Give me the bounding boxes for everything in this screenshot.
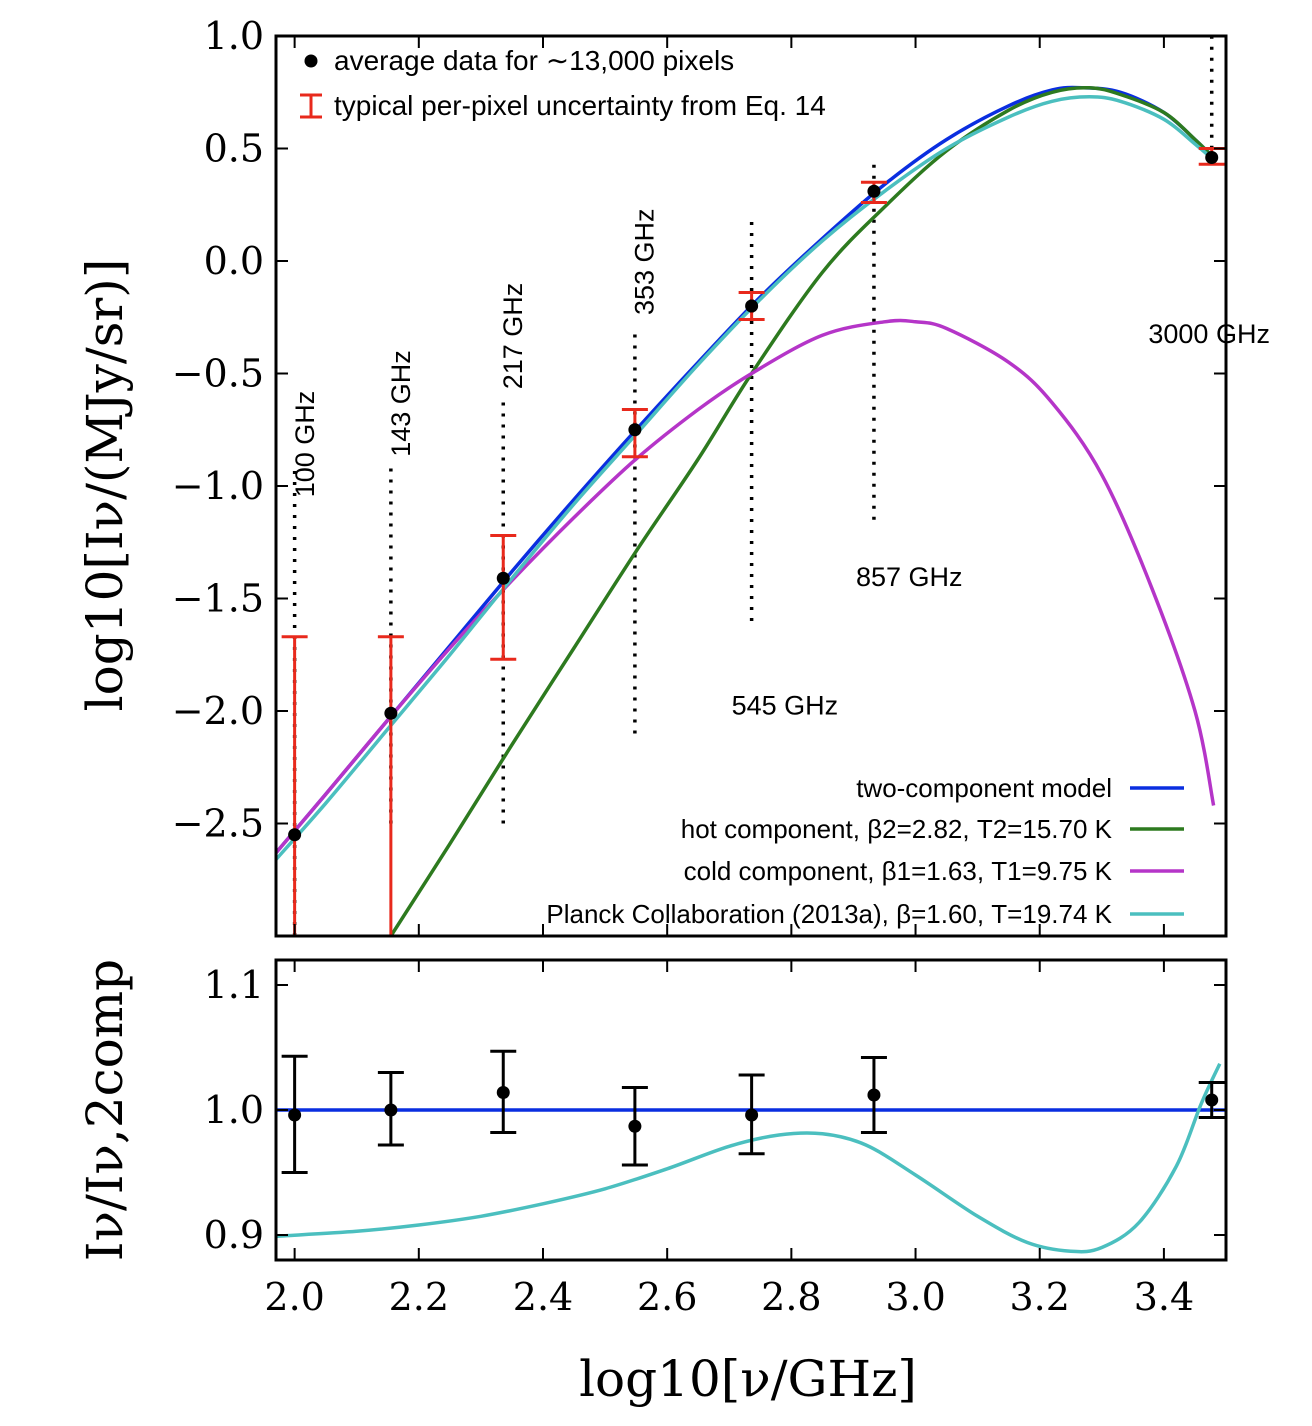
data-point [621,408,648,459]
y-tick-label: −2.5 [172,802,264,846]
legend-dot-marker [304,54,318,68]
top-plot-area [276,36,1225,936]
data-point [281,635,308,936]
series-line-1 [276,1063,1222,1254]
legend-bottom-right: two-component model hot component, β2=2.8… [546,773,1184,929]
x-tick-label: 2.6 [637,1275,697,1319]
frequency-label: 545 GHz [732,690,839,720]
top-ticks: 1.0 0.5 0.0 −0.5 −1.0 −1.5 −2.0 −2.5 [172,14,1226,936]
data-point [621,1086,648,1167]
data-marker [384,1103,398,1117]
frequency-label: 217 GHz [498,283,528,390]
y-tick-label: 0.5 [204,127,264,171]
data-point [860,1056,887,1134]
data-point [377,635,404,936]
y-tick-label: 0.9 [204,1213,264,1257]
top-y-axis-title: log10[Iν/(MJy/sr)] [76,259,134,712]
legend-label: two-component model [856,773,1112,803]
legend-label: typical per-pixel uncertainty from Eq. 1… [334,90,826,121]
y-tick-label: −0.5 [172,352,264,396]
bottom-plot-area [276,1049,1226,1254]
y-tick-label: 0.0 [204,239,264,283]
data-point [377,1071,404,1147]
frequency-label: 143 GHz [386,350,416,457]
x-tick-label: 3.2 [1010,1275,1070,1319]
data-marker [288,1108,302,1122]
x-tick-label: 2.2 [389,1275,449,1319]
data-marker [628,1119,642,1133]
legend-label: cold component, β1=1.63, T1=9.75 K [684,856,1113,886]
data-marker [384,706,398,720]
data-marker [288,828,302,842]
data-marker [1205,1093,1219,1107]
y-tick-label: −1.0 [172,464,264,508]
frequency-label: 857 GHz [856,562,963,592]
series-line-0 [276,85,1215,854]
data-marker [867,1088,881,1102]
data-point [860,180,887,204]
legend-label: hot component, β2=2.82, T2=15.70 K [681,814,1113,844]
x-tick-label: 2.0 [264,1275,324,1319]
data-marker [628,423,642,437]
data-marker [496,571,510,585]
data-point [738,291,765,321]
frequency-label: 353 GHz [630,208,660,315]
legend-label: Planck Collaboration (2013a), β=1.60, T=… [546,899,1112,929]
series-line-3 [276,95,1215,861]
data-point [281,1054,308,1174]
data-point [738,1073,765,1156]
data-point [490,534,517,661]
frequency-label: 3000 GHz [1148,319,1270,349]
data-point [490,1049,517,1134]
y-tick-label: 1.1 [204,963,264,1007]
data-marker [745,299,759,313]
legend-top-left: average data for ∼13,000 pixels typical p… [300,45,826,121]
data-marker [496,1086,510,1099]
data-point [1198,1081,1225,1119]
top-panel: 1.0 0.5 0.0 −0.5 −1.0 −1.5 −2.0 −2.5 [172,14,1228,938]
frequency-label: 100 GHz [290,391,320,498]
data-marker [745,1108,759,1122]
bottom-panel: 2.0 2.2 2.4 2.6 2.8 3.0 3.2 3.4 1.1 1.0 0.9 [204,958,1228,1319]
x-tick-label: 2.4 [513,1275,573,1319]
series-line-1 [389,85,1215,936]
x-tick-label: 3.4 [1134,1275,1194,1319]
x-axis-title: log10[ν/GHz] [579,1350,917,1408]
bottom-ticks: 2.0 2.2 2.4 2.6 2.8 3.0 3.2 3.4 1.1 1.0 0.9 [204,960,1226,1319]
x-tick-label: 2.8 [761,1275,821,1319]
data-marker [867,184,881,198]
data-marker [1205,151,1219,164]
y-tick-label: 1.0 [204,14,264,58]
y-tick-label: 1.0 [204,1088,264,1132]
y-tick-label: −1.5 [172,577,264,621]
series-line-2 [276,318,1216,854]
legend-label: average data for ∼13,000 pixels [334,45,734,76]
y-tick-label: −2.0 [172,689,264,733]
bottom-y-axis-title: Iν/Iν,2comp [76,959,134,1261]
x-tick-label: 3.0 [885,1275,945,1319]
